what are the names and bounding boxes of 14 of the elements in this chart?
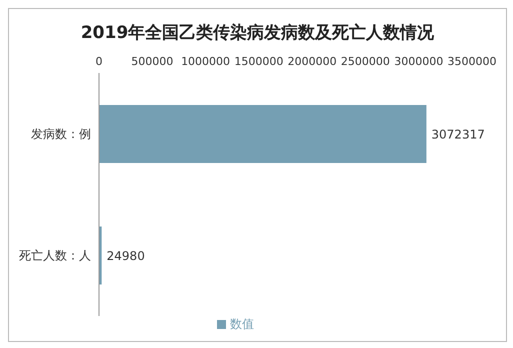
x-tick-label: 2000000 [288, 55, 337, 68]
data-label: 3072317 [431, 127, 485, 142]
x-tick-label: 1000000 [181, 55, 230, 68]
legend-label: 数值 [230, 317, 254, 331]
x-tick-label: 1500000 [234, 55, 284, 68]
y-tick-label: 死亡人数：人 [19, 248, 91, 263]
y-tick-label: 发病数：例 [31, 127, 91, 142]
x-tick-label: 3000000 [394, 55, 444, 68]
chart-title: 2019年全国乙类传染病发病数及死亡人数情况 [80, 22, 436, 45]
x-tick-label: 500000 [131, 55, 174, 68]
x-tick-label: 3500000 [448, 55, 496, 68]
x-tick-label: 2500000 [340, 55, 390, 68]
data-label: 24980 [106, 248, 145, 263]
x-tick-label: 0 [96, 55, 102, 68]
